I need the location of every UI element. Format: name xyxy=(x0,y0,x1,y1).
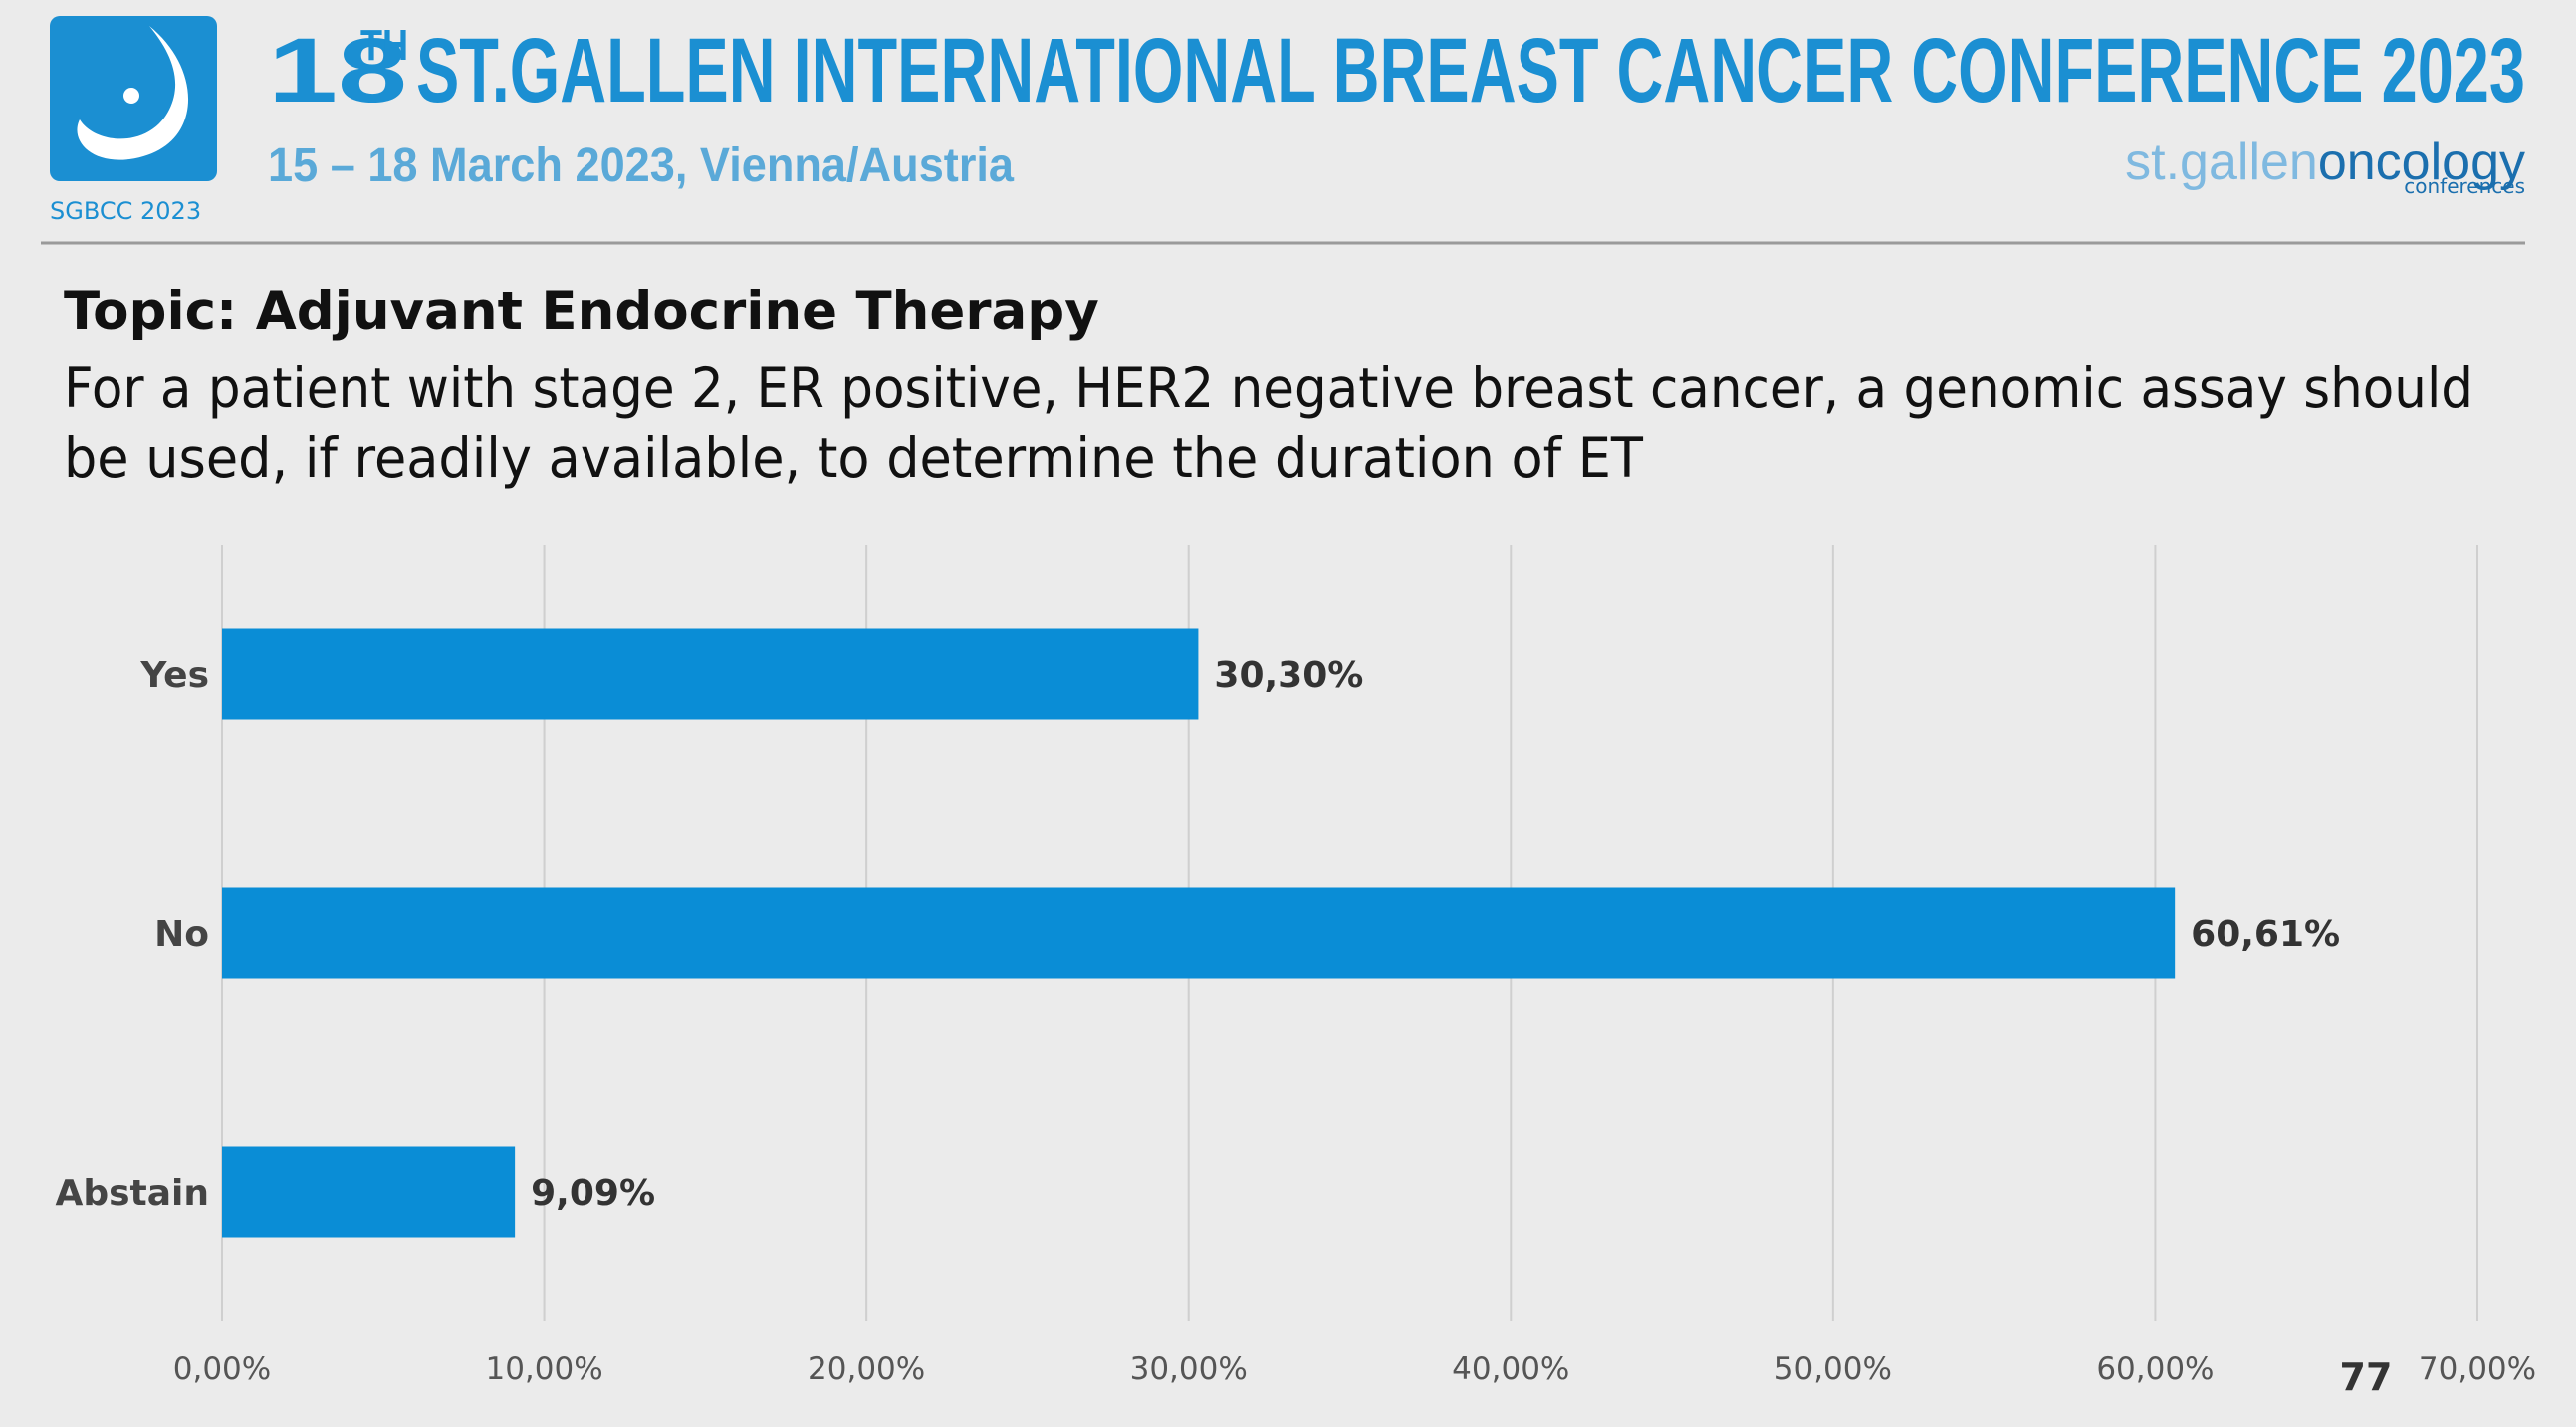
x-tick-label: 60,00% xyxy=(2096,1351,2214,1387)
x-tick-label: 50,00% xyxy=(1774,1351,1892,1387)
page-number: 77 xyxy=(2340,1355,2393,1399)
x-tick-label: 10,00% xyxy=(485,1351,602,1387)
y-tick-label: Abstain xyxy=(55,1173,209,1214)
title-number: 18 xyxy=(268,20,407,121)
question-line: For a patient with stage 2, ER positive,… xyxy=(64,357,2473,420)
y-tick-label: No xyxy=(154,914,209,955)
value-label: 30,30% xyxy=(1214,655,1363,696)
logo-swirl xyxy=(77,26,189,160)
brand: st.gallenoncology xyxy=(2125,133,2525,191)
question-line: be used, if readily available, to determ… xyxy=(64,426,1643,490)
subtitle: 15 – 18 March 2023, Vienna/Austria xyxy=(268,139,1014,192)
x-tick-label: 0,00% xyxy=(173,1351,271,1387)
logo-dot xyxy=(123,88,139,104)
x-tick-label: 40,00% xyxy=(1452,1351,1569,1387)
value-label: 60,61% xyxy=(2191,914,2340,955)
brand-a: st.gallen xyxy=(2125,133,2318,191)
title: ST.GALLEN INTERNATIONAL BREAST CANCER CO… xyxy=(416,20,2525,121)
chart-title: Topic: Adjuvant Endocrine Therapy xyxy=(64,281,1099,342)
bar xyxy=(222,1146,516,1238)
logo xyxy=(50,16,217,181)
title-sup: TH xyxy=(360,21,408,70)
bar xyxy=(222,887,2176,979)
x-tick-label: 70,00% xyxy=(2419,1351,2536,1387)
x-tick-label: 20,00% xyxy=(808,1351,925,1387)
bar xyxy=(222,628,1199,720)
x-tick-label: 30,00% xyxy=(1130,1351,1248,1387)
value-label: 9,09% xyxy=(531,1173,655,1214)
y-tick-label: Yes xyxy=(139,655,209,696)
brand-c: conferences xyxy=(2404,174,2525,198)
brand-b: oncology xyxy=(2318,133,2525,191)
logo-caption: SGBCC 2023 xyxy=(50,197,201,225)
